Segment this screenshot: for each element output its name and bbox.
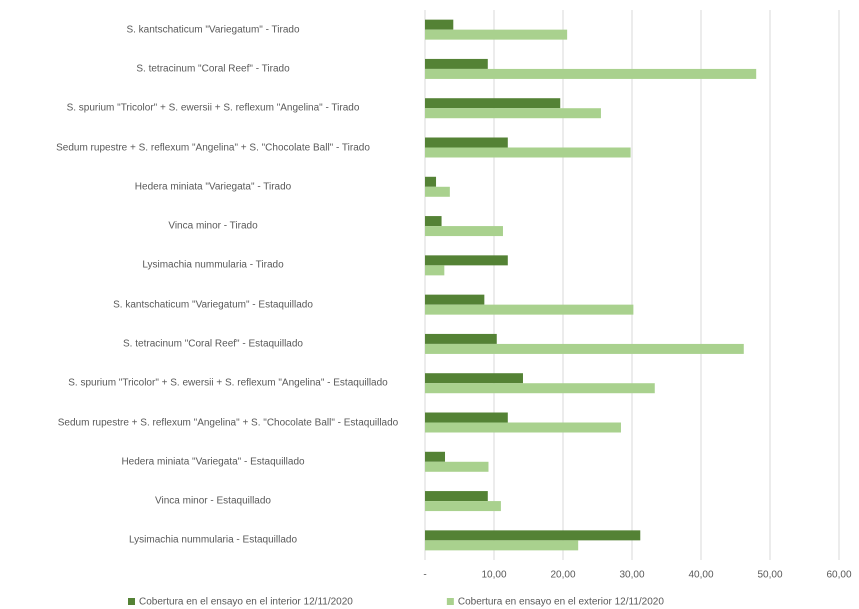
bar xyxy=(425,294,485,305)
bar xyxy=(425,333,497,344)
bar xyxy=(425,422,621,433)
category-label: S. spurium "Tricolor" + S. ewersii + S. … xyxy=(68,377,388,389)
x-tick-label: 10,00 xyxy=(481,570,506,581)
bar xyxy=(425,501,501,512)
category-label: S. spurium "Tricolor" + S. ewersii + S. … xyxy=(66,102,360,114)
legend-swatch xyxy=(446,598,454,605)
legend-label: Cobertura en el ensayo en el interior 12… xyxy=(139,597,353,608)
category-label: S. kantschaticum "Variegatum" - Estaquil… xyxy=(113,299,313,311)
bar xyxy=(425,186,450,197)
bar xyxy=(425,451,446,462)
bar xyxy=(425,265,445,276)
category-label: Vinca minor - Tirado xyxy=(168,220,258,232)
bar xyxy=(425,383,655,394)
category-label: Hedera miniata "Variegata" - Tirado xyxy=(134,181,292,193)
category-label: S. tetracinum "Coral Reef" - Estaquillad… xyxy=(123,338,303,350)
bar xyxy=(425,108,601,119)
bar xyxy=(425,304,634,315)
bar xyxy=(425,255,508,266)
bar xyxy=(425,29,568,40)
bar xyxy=(425,68,757,79)
bar xyxy=(425,530,641,541)
bar xyxy=(425,137,508,148)
bar xyxy=(425,491,488,502)
bar xyxy=(425,461,489,472)
bar xyxy=(425,412,508,423)
bar xyxy=(425,58,488,69)
category-label: Vinca minor - Estaquillado xyxy=(155,495,271,507)
category-label: Lysimachia nummularia - Tirado xyxy=(142,259,284,271)
category-label: S. tetracinum "Coral Reef" - Tirado xyxy=(136,63,290,75)
bar xyxy=(425,19,454,30)
bar xyxy=(425,540,579,551)
category-label: Lysimachia nummularia - Estaquillado xyxy=(128,534,298,546)
category-label: Sedum rupestre + S. reflexum "Angelina" … xyxy=(57,417,399,428)
legend-swatch xyxy=(128,598,135,605)
bar xyxy=(425,343,744,354)
category-label: Sedum rupestre + S. reflexum "Angelina" … xyxy=(56,142,370,153)
category-label: S. kantschaticum "Variegatum" - Tirado xyxy=(126,24,300,36)
x-tick-label: 20,00 xyxy=(550,570,575,581)
bar xyxy=(425,226,503,237)
x-tick-label: 60,00 xyxy=(826,570,851,581)
x-tick-label: 40,00 xyxy=(688,570,713,581)
x-tick-label: - xyxy=(423,570,426,581)
bar xyxy=(425,147,631,158)
x-tick-label: 50,00 xyxy=(757,570,782,581)
category-label: Hedera miniata "Variegata" - Estaquillad… xyxy=(121,456,305,468)
bar xyxy=(425,176,437,187)
legend-label: Cobertura en ensayo en el exterior 12/11… xyxy=(458,597,665,608)
bar xyxy=(425,373,523,384)
bar xyxy=(425,98,561,109)
x-tick-label: 30,00 xyxy=(619,570,644,581)
bar xyxy=(425,216,442,227)
